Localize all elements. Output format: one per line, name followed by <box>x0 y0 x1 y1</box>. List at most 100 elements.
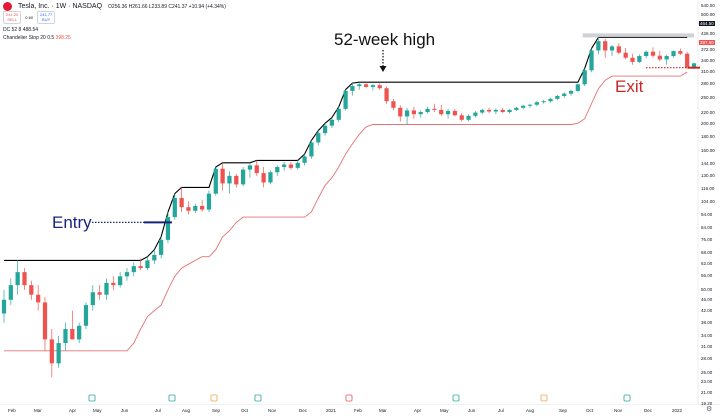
candle-body[interactable] <box>425 108 430 113</box>
settings-gear-icon[interactable]: ⚙ <box>706 406 713 413</box>
candle-body[interactable] <box>452 110 458 116</box>
candle-body[interactable] <box>322 125 328 134</box>
candle-body[interactable] <box>8 285 13 300</box>
candle-body[interactable] <box>316 133 321 143</box>
candle-body[interactable] <box>466 115 471 120</box>
candle-body[interactable] <box>589 50 594 71</box>
event-marker-split[interactable] <box>345 394 353 402</box>
candle-body[interactable] <box>521 105 526 108</box>
candle-body[interactable] <box>411 110 417 115</box>
candle-body[interactable] <box>459 115 464 120</box>
candle-body[interactable] <box>220 168 225 184</box>
candle-body[interactable] <box>691 63 697 68</box>
candle-body[interactable] <box>548 98 553 102</box>
candle-body[interactable] <box>97 292 102 295</box>
event-marker-earnings[interactable] <box>540 394 548 402</box>
candle-body[interactable] <box>678 51 683 54</box>
candle-body[interactable] <box>657 55 662 60</box>
candle-body[interactable] <box>384 88 389 102</box>
candle-body[interactable] <box>562 93 567 96</box>
candle-body[interactable] <box>22 272 27 286</box>
candle-body[interactable] <box>623 52 628 58</box>
event-marker-dividend[interactable] <box>168 394 176 402</box>
candle-body[interactable] <box>336 108 341 120</box>
candle-body[interactable] <box>575 84 580 91</box>
candle-body[interactable] <box>514 107 519 110</box>
candle-body[interactable] <box>404 110 410 117</box>
candle-body[interactable] <box>664 56 669 60</box>
candle-body[interactable] <box>616 46 621 53</box>
candle-body[interactable] <box>473 112 478 116</box>
annotation-exit[interactable]: Exit <box>615 77 644 96</box>
candle-body[interactable] <box>36 294 41 303</box>
candle-body[interactable] <box>206 193 212 210</box>
event-marker-dividend[interactable] <box>452 394 460 402</box>
candle-body[interactable] <box>131 266 136 273</box>
candle-body[interactable] <box>152 254 157 261</box>
candle-body[interactable] <box>486 109 492 112</box>
candle-body[interactable] <box>637 56 642 62</box>
candle-body[interactable] <box>609 46 615 51</box>
time-axis[interactable]: Feb Mar Apr May Jun Jul Aug Sep Oct Nov Dec 2021 Feb… <box>0 405 695 416</box>
candle-body[interactable] <box>357 84 362 87</box>
candle-body[interactable] <box>42 302 48 340</box>
candle-body[interactable] <box>90 292 95 306</box>
candle-body[interactable] <box>527 104 533 106</box>
candle-body[interactable] <box>295 162 300 168</box>
event-marker-earnings[interactable] <box>210 394 218 402</box>
candle-body[interactable] <box>363 84 369 87</box>
candle-body[interactable] <box>439 109 444 115</box>
candle-body[interactable] <box>227 175 232 184</box>
candle-body[interactable] <box>111 282 116 286</box>
candle-body[interactable] <box>582 70 587 85</box>
candle-body[interactable] <box>418 112 423 115</box>
candle-body[interactable] <box>534 102 539 105</box>
candle-body[interactable] <box>268 172 273 183</box>
candle-body[interactable] <box>541 101 546 103</box>
candle-body[interactable] <box>630 57 635 62</box>
indicator-donchian-legend[interactable]: DC 52 8 488.54 <box>3 27 39 33</box>
candle-body[interactable] <box>329 119 335 126</box>
event-marker-dividend[interactable] <box>254 394 262 402</box>
candle-body[interactable] <box>213 168 218 194</box>
candle-body[interactable] <box>63 329 68 344</box>
candle-body[interactable] <box>172 197 177 218</box>
candle-body[interactable] <box>240 169 246 185</box>
candle-body[interactable] <box>49 339 54 364</box>
candle-body[interactable] <box>29 285 34 295</box>
candle-body[interactable] <box>568 90 574 94</box>
candle-body[interactable] <box>275 167 280 173</box>
candle-body[interactable] <box>391 101 396 108</box>
candle-body[interactable] <box>56 343 61 364</box>
buy-button[interactable]: 241.77 BUY <box>37 11 56 24</box>
candle-body[interactable] <box>445 110 451 115</box>
candle-body[interactable] <box>493 109 498 112</box>
candle-body[interactable] <box>596 41 601 51</box>
sell-button[interactable]: 241.20 SELL <box>3 11 22 24</box>
candle-body[interactable] <box>603 41 608 51</box>
candle-body[interactable] <box>77 325 82 340</box>
price-axis[interactable]: 540.00500.00464.00428.00400.00372.00340.… <box>699 0 720 406</box>
candle-body[interactable] <box>118 276 123 286</box>
annotation-52-week-high[interactable]: 52-week high <box>334 30 436 49</box>
candle-body[interactable] <box>179 197 184 208</box>
candle-body[interactable] <box>288 164 294 168</box>
candle-body[interactable] <box>370 85 376 87</box>
indicator-chandelier-legend[interactable]: Chandelier Stop 20 0.5 398.25 <box>3 35 71 41</box>
candle-body[interactable] <box>83 305 89 326</box>
candle-body[interactable] <box>159 239 164 255</box>
candle-body[interactable] <box>343 90 348 109</box>
candle-body[interactable] <box>200 205 205 210</box>
candle-body[interactable] <box>138 266 143 269</box>
candle-body[interactable] <box>165 217 171 240</box>
event-marker-dividend[interactable] <box>623 394 631 402</box>
candle-body[interactable] <box>480 109 485 113</box>
candle-body[interactable] <box>145 260 150 269</box>
candle-body[interactable] <box>377 85 382 89</box>
candle-body[interactable] <box>555 95 560 99</box>
candle-body[interactable] <box>309 142 314 157</box>
annotation-entry[interactable]: Entry <box>52 213 92 232</box>
candle-body[interactable] <box>500 109 505 113</box>
